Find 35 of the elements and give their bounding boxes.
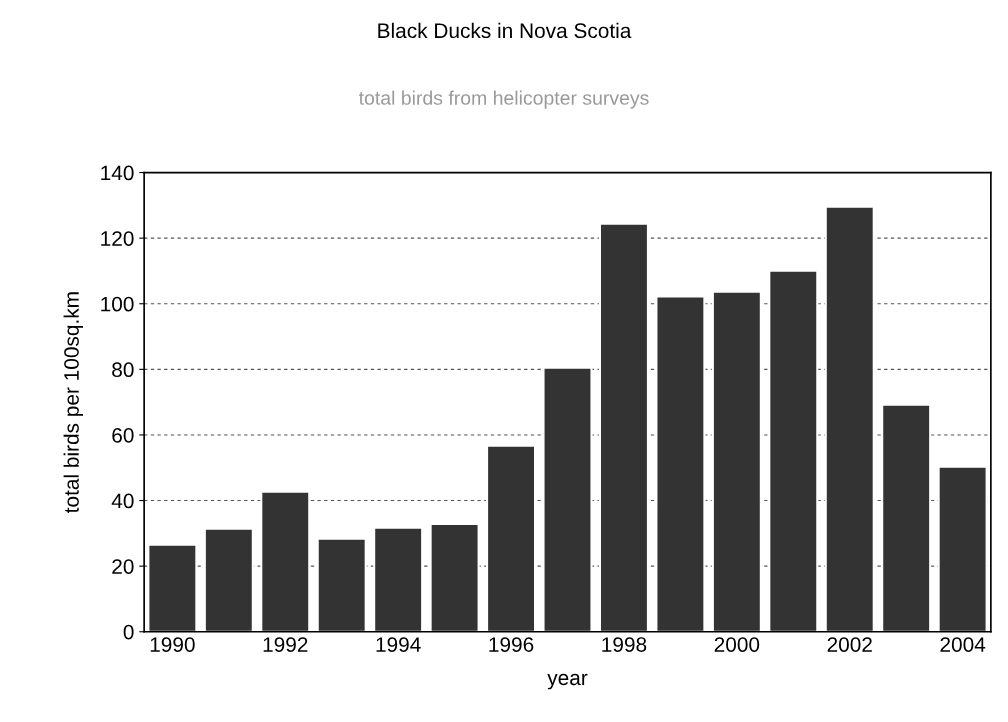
x-tick-label: 1994	[376, 637, 421, 652]
x-tick-label: 2000	[714, 637, 760, 652]
x-tick-label: 1992	[263, 637, 308, 652]
y-axis-title: total birds per 100sq.km	[63, 292, 83, 513]
bar	[542, 366, 593, 632]
y-tick-label: 0	[123, 624, 134, 640]
y-tick-label: 140	[101, 165, 134, 181]
bar	[598, 222, 649, 632]
bar	[203, 527, 254, 632]
bar	[711, 290, 762, 632]
y-tick-label: 80	[112, 362, 134, 378]
bar	[486, 444, 537, 632]
bar	[824, 205, 875, 632]
y-tick-label: 60	[112, 427, 134, 443]
bar	[316, 537, 367, 632]
chart-title: Black Ducks in Nova Scotia	[378, 22, 632, 39]
y-tick-label: 100	[101, 296, 134, 312]
bar	[655, 295, 706, 632]
chart-subtitle: total birds from helicopter surveys	[358, 90, 649, 109]
bar	[147, 543, 198, 632]
bar	[881, 403, 932, 632]
y-tick-label: 20	[112, 559, 134, 574]
bar	[429, 522, 480, 632]
bar	[768, 269, 819, 632]
x-axis-title: year	[547, 673, 588, 690]
x-tick-label: 1996	[489, 637, 534, 652]
bar	[937, 465, 988, 632]
x-tick-label: 2002	[827, 637, 872, 652]
x-tick-label: 2004	[940, 637, 986, 652]
y-tick-label: 120	[101, 231, 134, 246]
x-tick-label: 1998	[602, 637, 647, 652]
bar	[260, 490, 311, 632]
y-tick-label: 40	[111, 493, 134, 509]
x-tick-label: 1990	[150, 637, 195, 652]
bar	[373, 526, 424, 632]
